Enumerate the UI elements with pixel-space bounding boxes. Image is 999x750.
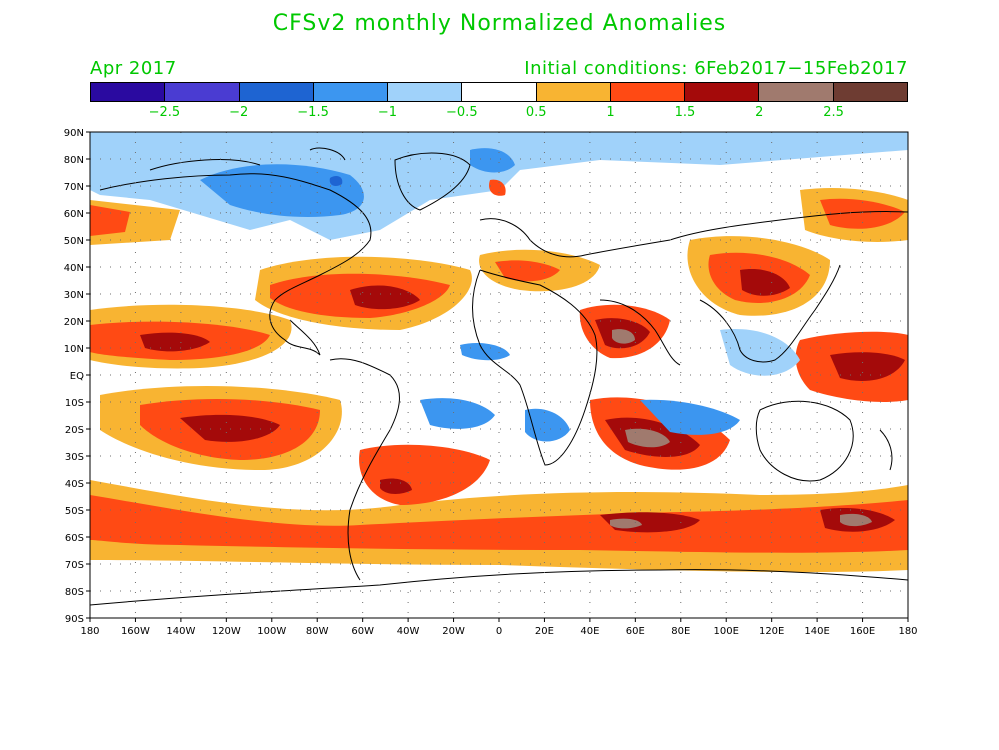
forecast-month-label: Apr 2017: [90, 58, 177, 79]
lat-tick-label: 60S: [65, 533, 84, 544]
colorbar-tick-label: −2.5: [148, 105, 181, 120]
lat-tick-label: 10N: [64, 344, 84, 355]
colorbar-tick-label: 2: [755, 105, 764, 120]
lon-tick-label: 120W: [212, 626, 241, 637]
initial-conditions-label: Initial conditions: 6Feb2017−15Feb2017: [524, 58, 908, 79]
lat-tick-label: 60N: [64, 209, 84, 220]
colorbar-swatch: [165, 83, 240, 101]
latitude-axis: 90N 80N 70N 60N 50N 40N 30N 20N 10N EQ 10S 20S 30S 40…: [64, 128, 90, 625]
lat-tick-label: 20S: [65, 425, 84, 436]
lat-tick-label: 90S: [65, 614, 84, 625]
lat-tick-label: 40N: [64, 263, 84, 274]
lat-tick-label: 10S: [65, 398, 84, 409]
lat-tick-label: 50S: [65, 506, 84, 517]
lat-tick-label: 70N: [64, 182, 84, 193]
lon-tick-label: 80E: [671, 626, 690, 637]
graticule: [90, 132, 908, 618]
colorbar-tick-label: −0.5: [446, 105, 478, 120]
lon-tick-label: 80W: [306, 626, 329, 637]
colorbar-tick-label: 1.5: [674, 105, 696, 120]
lon-tick-label: 100W: [257, 626, 286, 637]
lon-tick-label: 120E: [759, 626, 784, 637]
longitude-axis: 180 160W 140W 120W 100W 80W 60W 40W 20W 0 20E 40E 60…: [80, 618, 918, 637]
lat-tick-label: 40S: [65, 479, 84, 490]
lon-tick-label: 180: [898, 626, 917, 637]
lon-tick-label: 0: [496, 626, 502, 637]
lat-tick-label: 50N: [64, 236, 84, 247]
lon-tick-label: 60W: [351, 626, 374, 637]
lat-tick-label: 70S: [65, 560, 84, 571]
lon-tick-label: 20E: [535, 626, 554, 637]
colorbar-tick-label: 1: [606, 105, 615, 120]
lat-tick-label: 80N: [64, 155, 84, 166]
colorbar-tick-label: −1.5: [297, 105, 329, 120]
colorbar-swatch: [462, 83, 537, 101]
coastlines: [90, 147, 908, 606]
colorbar-swatch: [313, 83, 389, 101]
lat-tick-label: 30N: [64, 290, 84, 301]
lon-tick-label: 140E: [804, 626, 829, 637]
colorbar-swatch: [239, 83, 314, 101]
lon-tick-label: 160E: [850, 626, 875, 637]
colorbar-swatch: [388, 83, 463, 101]
lon-tick-label: 160W: [121, 626, 150, 637]
lat-tick-label: 30S: [65, 452, 84, 463]
colorbar-swatch: [91, 83, 166, 101]
lon-tick-label: 20W: [442, 626, 465, 637]
colorbar-swatch: [759, 83, 834, 101]
lon-tick-label: 100E: [714, 626, 739, 637]
lon-tick-label: 140W: [166, 626, 195, 637]
lat-tick-label: 80S: [65, 587, 84, 598]
colorbar-tick-label: −1: [377, 105, 398, 120]
lon-tick-label: 40E: [580, 626, 599, 637]
colorbar-swatch: [536, 83, 611, 101]
colorbar: [90, 82, 908, 102]
lat-tick-label: EQ: [70, 371, 84, 382]
lon-tick-label: 60E: [626, 626, 645, 637]
colorbar-swatch: [685, 83, 760, 101]
lat-tick-label: 90N: [64, 128, 84, 139]
colorbar-tick-label: 0.5: [525, 105, 547, 120]
colorbar-tick-label: −2: [229, 105, 249, 120]
anomaly-field: [90, 132, 908, 618]
colorbar-swatch: [610, 83, 686, 101]
lon-tick-label: 40W: [397, 626, 420, 637]
lon-tick-label: 180: [80, 626, 99, 637]
lat-tick-label: 20N: [64, 317, 84, 328]
colorbar-tick-label: 2.5: [823, 105, 844, 120]
page-title: CFSv2 monthly Normalized Anomalies: [272, 11, 727, 36]
colorbar-swatch: [833, 83, 907, 101]
